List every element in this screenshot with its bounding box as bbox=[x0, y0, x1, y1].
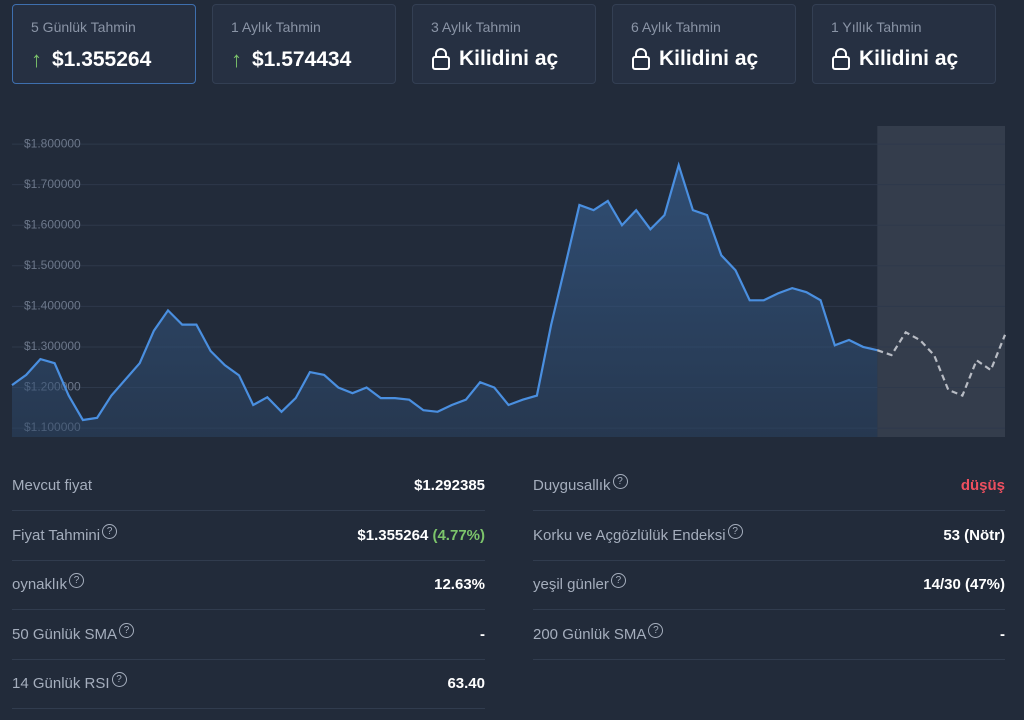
stat-value-text: 53 (Nötr) bbox=[943, 526, 1005, 544]
stat-row: oynaklık? 12.63% bbox=[12, 560, 485, 610]
card-value: Kilidini aç bbox=[831, 47, 958, 71]
stat-value: 14/30 (47%) bbox=[923, 576, 1005, 593]
card-label: 1 Aylık Tahmin bbox=[231, 19, 321, 35]
stat-value: 63.40 bbox=[447, 675, 485, 692]
stat-label-text: 200 Günlük SMA bbox=[533, 625, 647, 643]
stat-label: Fiyat Tahmini? bbox=[12, 523, 118, 544]
stat-value-text: - bbox=[1000, 625, 1005, 643]
stat-value-text: $1.292385 bbox=[414, 477, 485, 494]
stat-row: Korku ve Açgözlülük Endeksi? 53 (Nötr) bbox=[533, 511, 1005, 561]
stat-label-text: Fiyat Tahmini bbox=[12, 526, 101, 544]
stat-label-text: oynaklık bbox=[12, 576, 68, 593]
card-value: Kilidini aç bbox=[631, 47, 758, 71]
stat-value: 12.63% bbox=[434, 576, 485, 593]
stat-value-text: 14/30 (47%) bbox=[923, 576, 1005, 593]
stat-row: Mevcut fiyat $1.292385 bbox=[12, 461, 485, 511]
stat-row: Duygusallık? düşüş bbox=[533, 461, 1005, 511]
help-icon[interactable]: ? bbox=[610, 573, 626, 588]
forecast-card[interactable]: 1 Aylık Tahmin ↑ $1.574434 bbox=[212, 4, 396, 84]
help-icon[interactable]: ? bbox=[69, 573, 85, 588]
stat-label: Duygusallık? bbox=[533, 474, 628, 494]
stat-row: 50 Günlük SMA? - bbox=[12, 610, 485, 660]
price-chart: $1.100000$1.200000$1.300000$1.400000$1.5… bbox=[11, 126, 1007, 437]
stat-label: Mevcut fiyat bbox=[12, 477, 92, 494]
stat-label-text: Korku ve Açgözlülük Endeksi bbox=[533, 526, 726, 544]
stat-change: (4.77%) bbox=[432, 526, 485, 544]
stat-label: oynaklık? bbox=[12, 573, 85, 593]
y-tick-label: $1.300000 bbox=[24, 339, 81, 353]
lock-icon bbox=[432, 48, 450, 70]
stat-value-text: $1.355264 bbox=[357, 526, 429, 544]
stat-value: $1.355264 (4.77%) bbox=[357, 527, 485, 544]
card-value: Kilidini aç bbox=[431, 47, 558, 71]
stat-row: yeşil günler? 14/30 (47%) bbox=[533, 560, 1005, 610]
card-label: 6 Aylık Tahmin bbox=[631, 19, 721, 35]
stat-row: Fiyat Tahmini? $1.355264 (4.77%) bbox=[12, 511, 485, 561]
stat-row: 200 Günlük SMA? - bbox=[533, 610, 1005, 660]
stat-value: - bbox=[480, 626, 485, 643]
stat-label: 200 Günlük SMA? bbox=[533, 622, 664, 643]
stat-label: 50 Günlük SMA? bbox=[12, 622, 135, 643]
stat-label-text: 14 Günlük RSI bbox=[12, 675, 110, 692]
stat-value-text: - bbox=[480, 625, 485, 643]
forecast-card[interactable]: 1 Yıllık Tahmin Kilidini aç bbox=[812, 4, 996, 84]
forecast-card[interactable]: 6 Aylık Tahmin Kilidini aç bbox=[612, 4, 796, 84]
stat-label-text: yeşil günler bbox=[533, 576, 609, 593]
stat-row: 14 Günlük RSI? 63.40 bbox=[12, 659, 485, 709]
stat-label: yeşil günler? bbox=[533, 573, 626, 593]
stat-label-text: 50 Günlük SMA bbox=[12, 625, 118, 643]
stat-label: 14 Günlük RSI? bbox=[12, 672, 127, 692]
card-value-text: $1.574434 bbox=[252, 48, 352, 71]
stat-value: düşüş bbox=[961, 477, 1005, 494]
card-label: 3 Aylık Tahmin bbox=[431, 19, 521, 35]
card-value-text: $1.355264 bbox=[52, 48, 152, 71]
stat-value-text: 12.63% bbox=[434, 576, 485, 593]
stat-label-text: Duygusallık bbox=[533, 477, 611, 494]
stat-label-text: Mevcut fiyat bbox=[12, 477, 93, 494]
lock-icon bbox=[832, 48, 850, 70]
stat-value: - bbox=[1000, 626, 1005, 643]
lock-icon bbox=[632, 48, 650, 70]
up-arrow: ↑ bbox=[31, 47, 42, 72]
help-icon[interactable]: ? bbox=[119, 622, 135, 638]
y-tick-label: $1.800000 bbox=[24, 136, 81, 150]
up-arrow: ↑ bbox=[231, 47, 242, 72]
help-icon[interactable]: ? bbox=[111, 672, 127, 687]
help-icon[interactable]: ? bbox=[648, 622, 664, 638]
help-icon[interactable]: ? bbox=[102, 523, 118, 539]
stat-value-text: düşüş bbox=[960, 477, 1005, 494]
price-line bbox=[11, 161, 878, 422]
card-value: ↑ $1.574434 bbox=[231, 47, 351, 73]
forecast-card[interactable]: 5 Günlük Tahmin ↑ $1.355264 bbox=[12, 4, 196, 84]
stat-label: Korku ve Açgözlülük Endeksi? bbox=[533, 523, 743, 544]
forecast-region bbox=[877, 126, 1005, 437]
help-icon[interactable]: ? bbox=[727, 523, 743, 539]
forecast-card[interactable]: 3 Aylık Tahmin Kilidini aç bbox=[412, 4, 596, 84]
y-tick-label: $1.400000 bbox=[24, 299, 81, 313]
area bbox=[12, 165, 878, 437]
y-tick-label: $1.700000 bbox=[24, 177, 81, 191]
help-icon[interactable]: ? bbox=[612, 474, 628, 489]
stat-value: $1.292385 bbox=[414, 477, 485, 494]
card-value: ↑ $1.355264 bbox=[31, 47, 151, 73]
y-tick-label: $1.500000 bbox=[24, 258, 81, 272]
card-value-text: Kilidini aç bbox=[659, 47, 759, 70]
card-label: 5 Günlük Tahmin bbox=[31, 19, 136, 35]
card-label: 1 Yıllık Tahmin bbox=[831, 19, 922, 35]
y-tick-label: $1.600000 bbox=[24, 217, 81, 231]
stat-value: 53 (Nötr) bbox=[943, 527, 1005, 544]
card-value-text: Kilidini aç bbox=[459, 47, 559, 70]
card-value-text: Kilidini aç bbox=[859, 47, 959, 70]
stat-value-text: 63.40 bbox=[447, 675, 485, 692]
